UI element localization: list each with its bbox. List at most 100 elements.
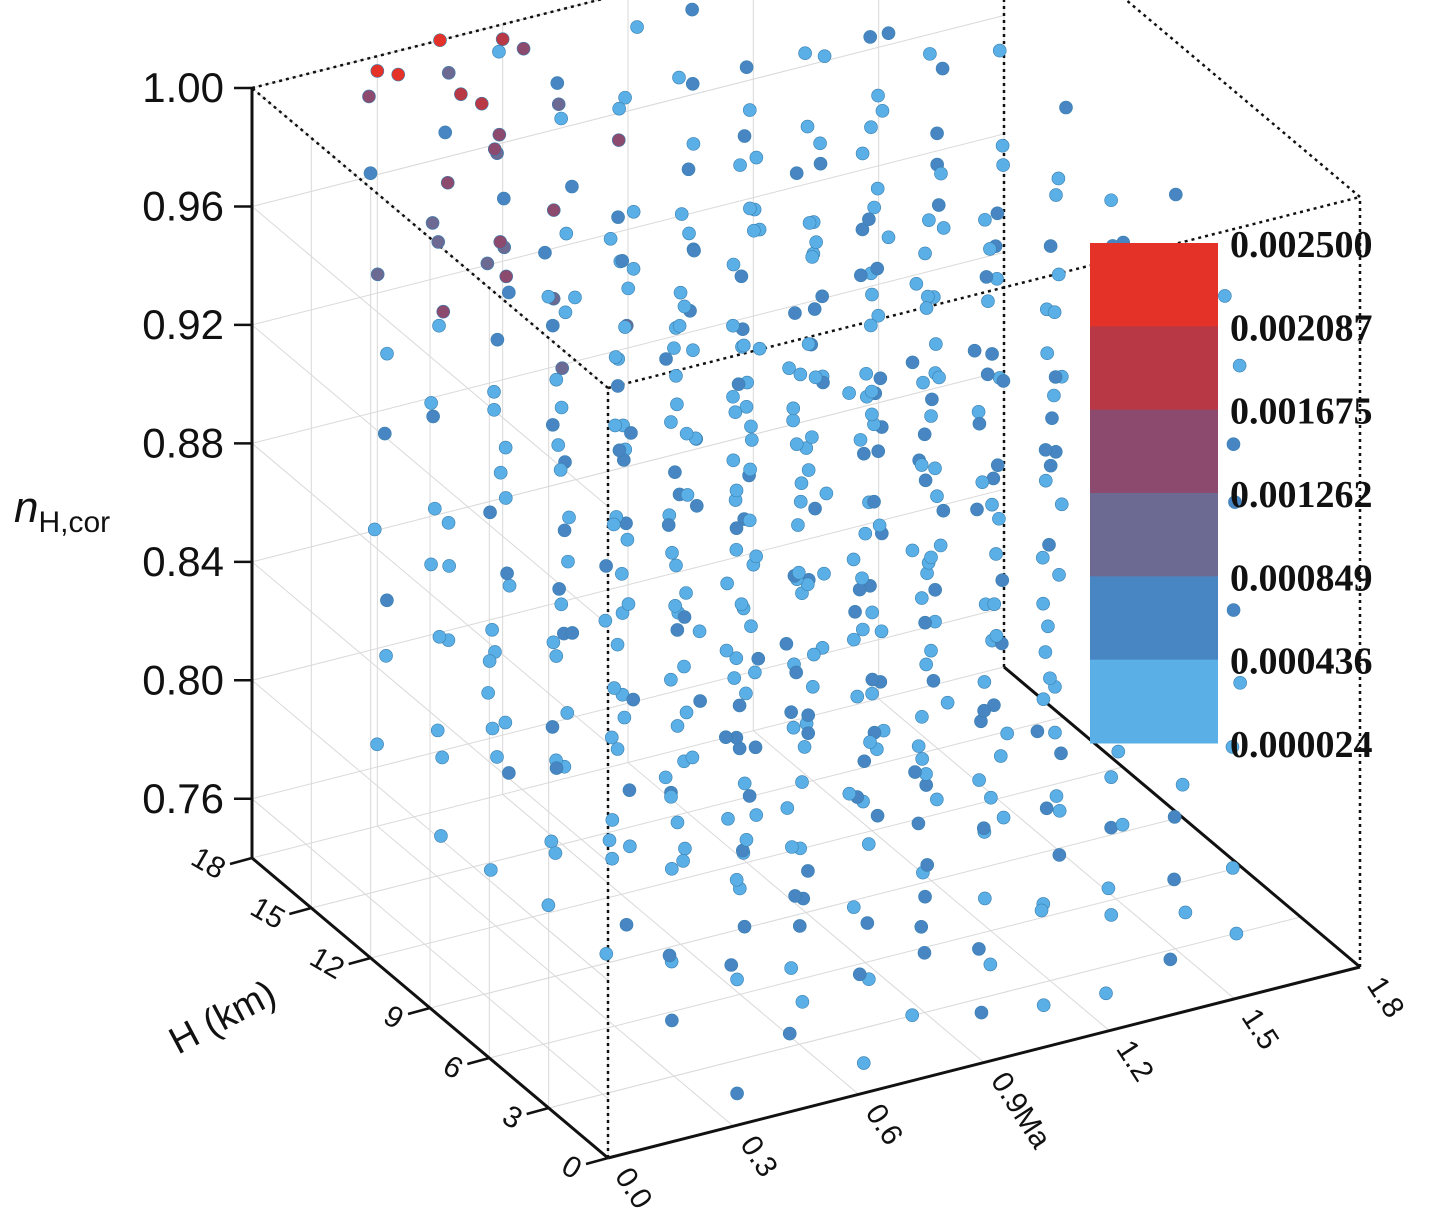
data-point [871,444,886,459]
data-point [1052,848,1067,862]
data-point [748,740,763,755]
data-point [676,854,690,868]
data-point [1049,188,1063,202]
data-point [989,547,1003,561]
data-point [940,695,955,710]
data-point [689,499,704,513]
data-point [502,285,516,300]
data-point [550,76,565,90]
data-point [1169,187,1183,202]
data-point [565,179,579,194]
data-point [1048,725,1062,740]
data-point [659,352,673,366]
data-point [865,672,880,687]
data-point [805,430,819,444]
data-point [603,231,618,246]
data-point [863,735,877,749]
data-point [794,476,809,491]
data-point [1051,267,1066,282]
data-point [370,267,385,282]
data-point [918,473,933,488]
data-point [427,501,442,516]
data-point [669,558,683,573]
data-point [919,301,934,315]
data-point [936,503,951,518]
data-point [742,513,757,528]
data-point [500,566,514,581]
data-point [779,636,794,651]
data-point [612,101,626,116]
data-point [805,250,820,264]
z-tick-label: 0.84 [142,538,224,585]
data-point [615,567,629,581]
data-point [602,833,617,848]
tick-mark [585,1156,609,1166]
data-point [693,694,707,708]
data-point [905,543,920,558]
data-point [881,230,896,245]
data-point [677,610,692,624]
data-point [978,212,992,227]
data-point [752,341,767,356]
data-point [852,582,867,597]
data-point [624,426,638,440]
data-point [492,127,507,142]
data-point [924,550,938,565]
data-point [490,750,504,764]
data-point [692,624,707,639]
grid-line [548,916,1301,1109]
data-point [679,705,694,720]
data-point [554,400,569,415]
colorbar: 0.002500 0.002087 0.001675 0.001262 0.000849… [1090,224,1373,766]
data-point [1047,305,1062,320]
data-point [483,505,497,520]
data-point [562,510,576,525]
data-point [620,532,635,547]
mach-tick-label: 0.0 [608,1162,658,1215]
data-point [502,766,516,780]
data-point [670,815,685,830]
mach-tick-label: 0.6 [859,1098,909,1151]
data-point [807,302,822,316]
data-point [987,597,1002,611]
data-point [1000,726,1014,741]
data-point [432,629,447,644]
data-point [363,166,378,181]
colorbar-tick-label: 0.001262 [1230,474,1373,516]
data-point [748,665,762,680]
data-point [430,723,445,738]
data-point [433,33,447,48]
data-point [846,552,861,567]
data-point [1036,596,1050,611]
data-point [800,119,815,134]
data-point [492,44,506,59]
data-point [795,995,810,1009]
data-point [557,523,572,538]
z-tick-label: 0.92 [142,301,224,348]
data-point [719,643,734,658]
tick-mark [407,1006,431,1016]
data-point [737,919,752,934]
data-point [864,318,878,333]
data-point [732,698,747,713]
data-point [621,281,636,296]
data-point [1038,443,1053,457]
data-point [380,346,394,361]
data-point [980,367,995,382]
data-point [559,226,574,241]
data-point [976,821,991,836]
data-point [553,463,568,477]
data-point [742,789,757,803]
data-point [737,129,752,143]
data-point [914,591,929,605]
data-point [1104,820,1118,835]
data-point [733,158,747,172]
data-point [731,377,746,391]
grid-line [251,666,1005,859]
data-point [872,518,887,533]
data-point [679,426,694,441]
data-point [493,465,508,480]
data-point [481,686,495,700]
data-point [678,841,692,856]
data-point [801,708,815,723]
